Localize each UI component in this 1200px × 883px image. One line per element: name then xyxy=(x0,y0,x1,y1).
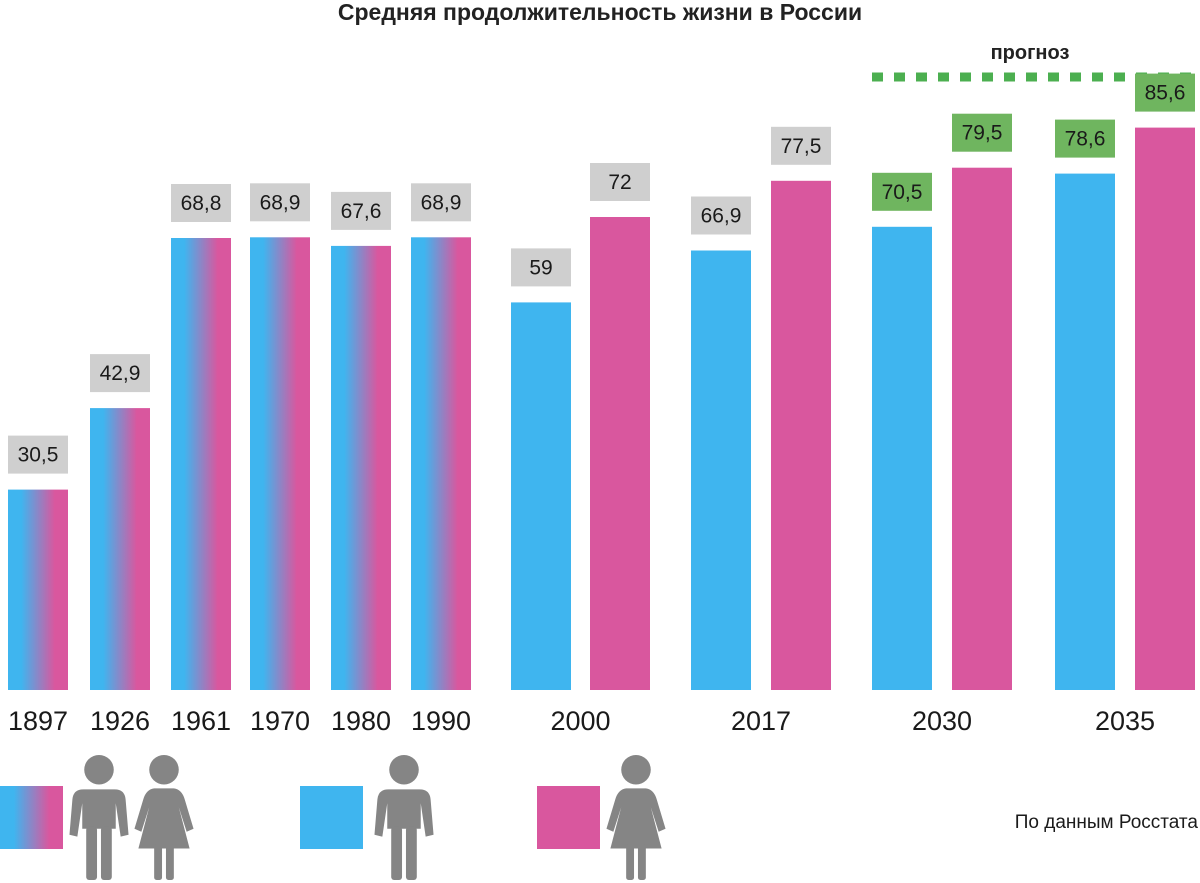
value-label-box xyxy=(590,163,650,201)
year-label: 2017 xyxy=(731,706,791,736)
value-label-box xyxy=(331,191,391,230)
year-label: 1961 xyxy=(171,706,231,736)
bar-1990-both xyxy=(411,237,471,691)
value-label: 68,9 xyxy=(421,191,462,214)
bars-layer xyxy=(8,127,1195,691)
bar-2035-men xyxy=(1055,173,1115,691)
value-label-box xyxy=(8,435,68,474)
year-label: 1926 xyxy=(90,706,150,736)
year-label: 1970 xyxy=(250,706,310,736)
bar-2030-men xyxy=(872,226,932,691)
year-label: 1990 xyxy=(411,706,471,736)
value-label: 85,6 xyxy=(1145,82,1186,105)
year-label: 1897 xyxy=(8,706,68,736)
value-label-box xyxy=(952,113,1012,152)
value-label: 68,9 xyxy=(260,191,301,214)
bar-1980-both xyxy=(331,245,391,690)
value-labels-layer: 30,5 42,9 68,8 68,9 67,6 68,9 59 72 66,9 77,5 70,5… xyxy=(8,73,1195,474)
chart-title: Средняя продолжительность жизни в России xyxy=(338,0,862,25)
bar-2035-women xyxy=(1135,127,1195,691)
legend-woman-icon xyxy=(606,754,666,880)
bar-2000-men xyxy=(511,302,571,690)
bar-2000-women xyxy=(590,217,650,690)
year-label: 1980 xyxy=(331,706,391,736)
bar-2017-men xyxy=(691,250,751,690)
year-labels-layer: 1897 1926 1961 1970 1980 1990 2000 2017 2030 2035 xyxy=(8,706,1155,736)
value-label-box xyxy=(1135,73,1195,112)
value-label: 30,5 xyxy=(18,444,59,467)
value-label: 78,6 xyxy=(1065,128,1106,151)
legend-swatch-men xyxy=(300,786,363,849)
legend-man-icon xyxy=(374,754,434,880)
bar-1970-both xyxy=(250,237,310,691)
bar-2017-women xyxy=(771,180,831,691)
year-label: 2030 xyxy=(912,706,972,736)
value-label: 77,5 xyxy=(781,135,822,158)
value-label: 66,9 xyxy=(701,205,742,228)
value-label-box xyxy=(411,183,471,222)
legend xyxy=(0,754,666,880)
legend-woman-icon xyxy=(134,754,194,880)
value-label-box xyxy=(771,126,831,165)
bar-1926-both xyxy=(90,408,150,690)
year-label: 2035 xyxy=(1095,706,1155,736)
value-label: 59 xyxy=(529,256,552,279)
legend-man-icon xyxy=(69,754,129,880)
value-label: 70,5 xyxy=(882,181,923,204)
value-label: 68,8 xyxy=(181,192,222,215)
value-label-box xyxy=(250,183,310,222)
year-label: 2000 xyxy=(550,706,610,736)
bar-1897-both xyxy=(8,489,68,690)
bar-1961-both xyxy=(171,238,231,690)
value-label-box xyxy=(171,184,231,222)
value-label: 42,9 xyxy=(100,362,141,385)
value-label: 67,6 xyxy=(341,200,382,223)
value-label: 79,5 xyxy=(962,122,1003,145)
value-label-box xyxy=(872,172,932,211)
value-label-box xyxy=(511,248,571,287)
source-note: По данным Росстата xyxy=(1015,812,1199,833)
legend-swatch-women xyxy=(537,786,600,849)
bar-2030-women xyxy=(952,167,1012,690)
value-label-box xyxy=(1055,119,1115,158)
forecast-label: прогноз xyxy=(991,42,1070,64)
value-label-box xyxy=(90,354,150,393)
legend-swatch-both xyxy=(0,786,63,849)
value-label: 72 xyxy=(608,171,631,194)
value-label-box xyxy=(691,196,751,235)
